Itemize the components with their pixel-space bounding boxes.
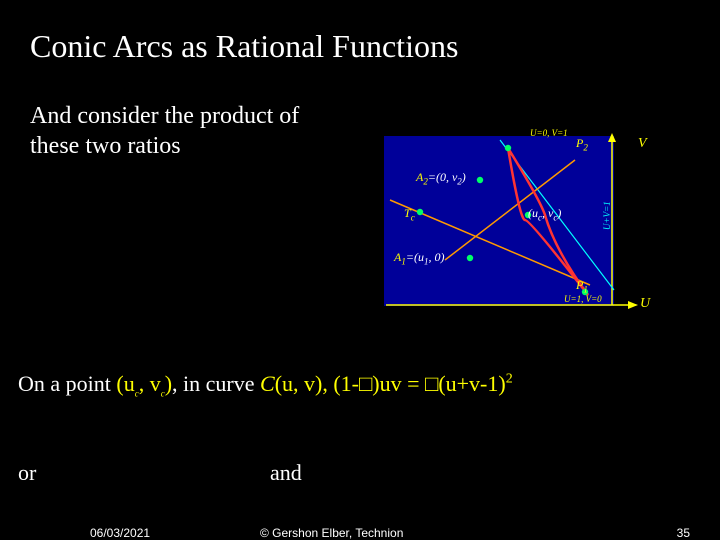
diagram-svg — [380, 130, 665, 330]
label-uv-bottom: U=1, V=0 — [564, 294, 602, 304]
label-a2: A2=(0, v2) — [416, 170, 466, 186]
label-a1: A1=(u1, 0) — [394, 250, 444, 266]
footer-copyright: © Gershon Elber, Technion — [260, 526, 403, 540]
label-uv1: U+V=1 — [602, 201, 612, 230]
footer-date: 06/03/2021 — [90, 526, 150, 540]
label-p2: P2 — [576, 136, 588, 152]
conic-diagram: U=0, V=1 P2 V A2=(0, v2) Tc (uc, vc) U+V… — [380, 130, 665, 330]
text-and: and — [270, 460, 302, 486]
slide-subtitle: And consider the product of these two ra… — [0, 65, 340, 161]
label-p1: P1 — [576, 278, 588, 294]
label-u-axis: U — [640, 296, 650, 312]
slide-title: Conic Arcs as Rational Functions — [0, 0, 720, 65]
body-equation: On a point (uc, vc), in curve C(u, v), (… — [18, 370, 702, 400]
footer-page-number: 35 — [677, 526, 690, 540]
label-tc: Tc — [404, 206, 415, 222]
text-or: or — [18, 460, 36, 486]
label-uv-top: U=0, V=1 — [530, 128, 568, 138]
label-ucvc: (uc, vc) — [528, 206, 561, 222]
label-v-axis: V — [638, 136, 647, 152]
